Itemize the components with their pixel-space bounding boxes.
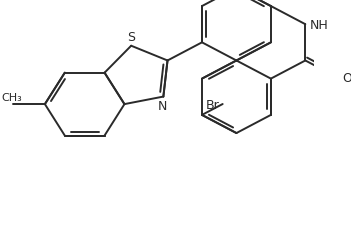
Text: CH₃: CH₃ [1,92,22,102]
Text: Br: Br [206,98,220,111]
Text: NH: NH [310,19,328,32]
Text: S: S [127,31,135,44]
Text: O: O [343,72,351,84]
Text: N: N [157,100,167,113]
